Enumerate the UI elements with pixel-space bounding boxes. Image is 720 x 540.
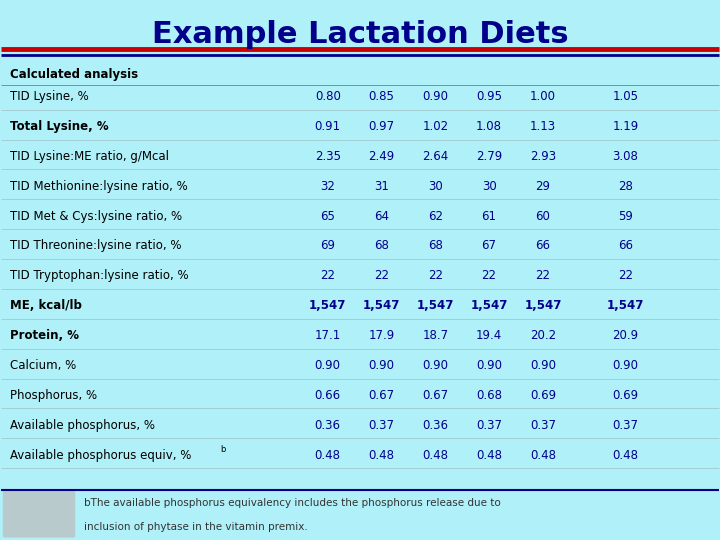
Text: 20.2: 20.2 xyxy=(530,329,556,342)
Text: TID Lysine, %: TID Lysine, % xyxy=(10,90,89,103)
Text: 1.00: 1.00 xyxy=(530,90,556,103)
Text: 0.48: 0.48 xyxy=(613,449,639,462)
Text: TID Methionine:lysine ratio, %: TID Methionine:lysine ratio, % xyxy=(10,180,188,193)
Text: inclusion of phytase in the vitamin premix.: inclusion of phytase in the vitamin prem… xyxy=(84,523,307,532)
Text: 65: 65 xyxy=(320,210,336,222)
Text: 0.48: 0.48 xyxy=(369,449,395,462)
Text: 62: 62 xyxy=(428,210,443,222)
Text: Example Lactation Diets: Example Lactation Diets xyxy=(152,20,568,49)
Text: 0.68: 0.68 xyxy=(476,389,502,402)
Text: b: b xyxy=(220,444,225,454)
Text: 67: 67 xyxy=(482,239,497,253)
Text: Available phosphorus, %: Available phosphorus, % xyxy=(10,418,155,431)
Text: TID Tryptophan:lysine ratio, %: TID Tryptophan:lysine ratio, % xyxy=(10,269,189,282)
Text: 22: 22 xyxy=(536,269,550,282)
Text: 30: 30 xyxy=(428,180,443,193)
Text: 0.69: 0.69 xyxy=(612,389,639,402)
Text: 0.67: 0.67 xyxy=(422,389,449,402)
Text: 18.7: 18.7 xyxy=(422,329,449,342)
Text: 0.85: 0.85 xyxy=(369,90,395,103)
Text: 0.67: 0.67 xyxy=(369,389,395,402)
Text: 0.48: 0.48 xyxy=(530,449,556,462)
Text: 0.37: 0.37 xyxy=(476,418,502,431)
Text: bThe available phosphorus equivalency includes the phosphorus release due to: bThe available phosphorus equivalency in… xyxy=(84,498,500,508)
Text: 1,547: 1,547 xyxy=(309,299,346,312)
Text: 0.48: 0.48 xyxy=(423,449,449,462)
Text: 2.35: 2.35 xyxy=(315,150,341,163)
Text: 22: 22 xyxy=(374,269,389,282)
Text: 69: 69 xyxy=(320,239,336,253)
Text: 0.36: 0.36 xyxy=(423,418,449,431)
Text: 0.97: 0.97 xyxy=(369,120,395,133)
Text: 0.80: 0.80 xyxy=(315,90,341,103)
Text: 0.90: 0.90 xyxy=(613,359,639,372)
Text: 31: 31 xyxy=(374,180,389,193)
Text: 1.05: 1.05 xyxy=(613,90,639,103)
Text: 61: 61 xyxy=(482,210,497,222)
Text: 60: 60 xyxy=(536,210,550,222)
Text: Calculated analysis: Calculated analysis xyxy=(10,68,138,81)
Text: 0.91: 0.91 xyxy=(315,120,341,133)
Text: 1.02: 1.02 xyxy=(422,120,449,133)
Text: 1,547: 1,547 xyxy=(607,299,644,312)
Text: 66: 66 xyxy=(536,239,550,253)
Text: 17.1: 17.1 xyxy=(315,329,341,342)
Text: 2.64: 2.64 xyxy=(422,150,449,163)
Text: 29: 29 xyxy=(536,180,550,193)
Text: TID Threonine:lysine ratio, %: TID Threonine:lysine ratio, % xyxy=(10,239,181,253)
Text: 22: 22 xyxy=(320,269,336,282)
Text: 20.9: 20.9 xyxy=(612,329,639,342)
Text: 32: 32 xyxy=(320,180,336,193)
Text: 66: 66 xyxy=(618,239,633,253)
Text: ME, kcal/lb: ME, kcal/lb xyxy=(10,299,82,312)
Text: 19.4: 19.4 xyxy=(476,329,503,342)
Text: 1.13: 1.13 xyxy=(530,120,556,133)
Text: 3.08: 3.08 xyxy=(613,150,639,163)
Text: 2.79: 2.79 xyxy=(476,150,503,163)
Text: 1.08: 1.08 xyxy=(476,120,502,133)
Text: 22: 22 xyxy=(482,269,497,282)
Text: Calcium, %: Calcium, % xyxy=(10,359,76,372)
Text: 1.19: 1.19 xyxy=(612,120,639,133)
Text: 22: 22 xyxy=(618,269,633,282)
Text: 1,547: 1,547 xyxy=(363,299,400,312)
Text: Protein, %: Protein, % xyxy=(10,329,79,342)
Text: 1,547: 1,547 xyxy=(524,299,562,312)
Text: 0.95: 0.95 xyxy=(476,90,502,103)
Text: 64: 64 xyxy=(374,210,389,222)
Text: 28: 28 xyxy=(618,180,633,193)
Text: 22: 22 xyxy=(428,269,443,282)
Text: 59: 59 xyxy=(618,210,633,222)
Text: Total Lysine, %: Total Lysine, % xyxy=(10,120,109,133)
Text: 0.90: 0.90 xyxy=(369,359,395,372)
Text: TID Lysine:ME ratio, g/Mcal: TID Lysine:ME ratio, g/Mcal xyxy=(10,150,169,163)
Text: 68: 68 xyxy=(428,239,443,253)
Text: 2.49: 2.49 xyxy=(369,150,395,163)
Text: 0.48: 0.48 xyxy=(476,449,502,462)
Text: 0.90: 0.90 xyxy=(476,359,502,372)
Text: 0.90: 0.90 xyxy=(423,90,449,103)
Text: 68: 68 xyxy=(374,239,389,253)
Text: 0.48: 0.48 xyxy=(315,449,341,462)
Text: 1,547: 1,547 xyxy=(417,299,454,312)
Text: Available phosphorus equiv, %: Available phosphorus equiv, % xyxy=(10,449,192,462)
Text: 0.37: 0.37 xyxy=(369,418,395,431)
Text: TID Met & Cys:lysine ratio, %: TID Met & Cys:lysine ratio, % xyxy=(10,210,182,222)
Text: 17.9: 17.9 xyxy=(369,329,395,342)
Text: 0.90: 0.90 xyxy=(423,359,449,372)
Text: 2.93: 2.93 xyxy=(530,150,556,163)
FancyBboxPatch shape xyxy=(3,490,76,537)
Text: 1,547: 1,547 xyxy=(470,299,508,312)
Text: 0.90: 0.90 xyxy=(530,359,556,372)
Text: 0.37: 0.37 xyxy=(613,418,639,431)
Text: Phosphorus, %: Phosphorus, % xyxy=(10,389,97,402)
Text: 0.69: 0.69 xyxy=(530,389,556,402)
Text: 0.36: 0.36 xyxy=(315,418,341,431)
Text: 0.37: 0.37 xyxy=(530,418,556,431)
Text: 0.66: 0.66 xyxy=(315,389,341,402)
Text: 0.90: 0.90 xyxy=(315,359,341,372)
Text: 30: 30 xyxy=(482,180,497,193)
